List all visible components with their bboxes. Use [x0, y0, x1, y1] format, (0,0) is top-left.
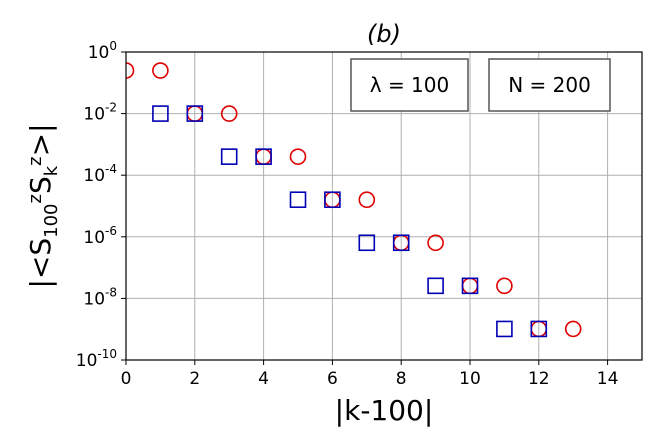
x-tick-label: 14	[597, 369, 619, 389]
x-tick-label: 6	[327, 369, 338, 389]
annotation-lambda-text: λ = 100	[370, 73, 449, 97]
data-point-square	[289, 191, 307, 209]
y-tick-label: 10-6	[83, 224, 117, 248]
x-axis-label: |k-100|	[335, 394, 434, 427]
annotation-n-text: N = 200	[508, 73, 591, 97]
data-point-square	[186, 105, 204, 122]
data-point-square	[392, 234, 410, 252]
data-point-circle	[496, 277, 513, 295]
x-tick-label: 8	[396, 369, 407, 389]
data-point-square	[358, 234, 376, 252]
x-tick-label: 12	[528, 369, 550, 389]
tick-labels: 0 2 4 6 8 10 12 14 100 10-2 10-4 10-6 10-8 10-10	[76, 39, 619, 389]
data-point-circle	[126, 62, 135, 79]
y-tick-label: 10-2	[83, 101, 117, 125]
data-point-square	[496, 320, 513, 338]
data-point-square	[255, 148, 272, 165]
data-point-circle	[564, 320, 582, 338]
data-point-circle	[152, 62, 169, 79]
data-point-circle	[358, 191, 376, 209]
data-point-square	[461, 277, 479, 295]
y-axis-label: |<S100zSkz>|	[24, 123, 62, 288]
chart-title: (b)	[367, 20, 401, 48]
x-tick-label: 2	[189, 369, 200, 389]
y-tick-label: 100	[88, 39, 117, 63]
y-tick-label: 10-8	[83, 285, 117, 309]
y-tick-label: 10-10	[76, 347, 117, 371]
data-point-circle	[289, 148, 307, 165]
data-point-square	[220, 148, 238, 165]
data-point-square	[427, 277, 444, 295]
plot-frame	[125, 51, 643, 361]
annotation-n: N = 200	[488, 58, 611, 112]
data-point-square	[152, 105, 169, 122]
data-point-square	[324, 191, 341, 209]
data-point-square	[566, 364, 581, 379]
y-tick-label: 10-4	[83, 162, 117, 186]
data-point-circle	[427, 234, 444, 252]
data-point-circle	[220, 105, 238, 122]
x-tick-label: 0	[121, 369, 132, 389]
annotation-lambda: λ = 100	[350, 58, 469, 112]
data-point-square	[530, 320, 548, 338]
data-point-circle	[635, 364, 650, 379]
data-points	[126, 62, 650, 379]
x-tick-label: 10	[459, 369, 481, 389]
x-tick-label: 4	[258, 369, 269, 389]
